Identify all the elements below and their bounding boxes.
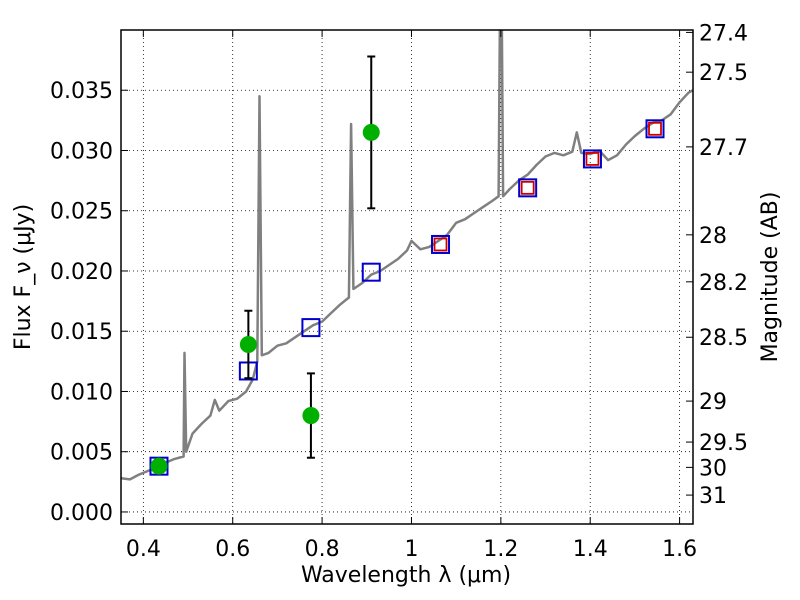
x-tick-label: 1.6 — [662, 537, 697, 562]
green-data-point — [150, 457, 168, 475]
blue-square-marker — [431, 234, 451, 254]
right-tick-label: 29 — [699, 390, 727, 415]
spectrum-line — [121, 30, 693, 481]
green-data-point — [239, 335, 257, 353]
y-tick-label: 0.020 — [50, 260, 113, 285]
red-square-marker — [520, 180, 535, 195]
y-tick-label: 0.005 — [50, 441, 113, 466]
x-tick-label: 0.8 — [305, 537, 340, 562]
x-axis-label: Wavelength λ (μm) — [301, 563, 511, 588]
plot-frame — [120, 29, 694, 525]
right-tick-label: 28.5 — [699, 326, 748, 351]
blue-square-marker — [301, 318, 321, 338]
y-tick-label: 0.025 — [50, 200, 113, 225]
right-tick-label: 28.2 — [699, 271, 748, 296]
red-square-marker — [433, 237, 448, 252]
blue-square-marker — [645, 119, 665, 139]
y-tick-label: 0.015 — [50, 320, 113, 345]
y-tick-label: 0.000 — [50, 501, 113, 526]
y-tick-label: 0.035 — [50, 79, 113, 104]
red-square-marker — [585, 152, 600, 166]
green-data-point — [302, 407, 320, 425]
y-axis-label: Flux F_ν (μJy) — [11, 204, 36, 350]
green-data-point — [362, 123, 380, 141]
x-tick-label: 0.4 — [126, 537, 161, 562]
y-tick-label: 0.010 — [50, 380, 113, 405]
spectrum-series — [121, 30, 693, 481]
blue-square-marker — [518, 178, 538, 198]
right-tick-label: 27.4 — [699, 21, 748, 46]
right-tick-label: 29.5 — [699, 431, 748, 456]
right-tick-label: 30 — [699, 456, 727, 481]
red-square-marker — [648, 121, 662, 136]
x-tick-label: 1.4 — [573, 537, 608, 562]
axis-ticks: 0.4 0.6 0.8 1 1.2 1.4 1.6 0.000 0.005 0.010 0.015 0… — [50, 21, 748, 562]
right-tick-label: 27.7 — [699, 136, 748, 161]
blue-square-marker — [582, 149, 602, 169]
grid-lines — [121, 30, 693, 524]
right-axis-label: Magnitude (AB) — [758, 192, 783, 363]
x-tick-label: 1.2 — [483, 537, 518, 562]
right-tick-label: 28 — [699, 224, 727, 249]
x-tick-label: 0.6 — [215, 537, 250, 562]
right-tick-label: 31 — [699, 484, 727, 509]
right-tick-label: 27.5 — [699, 61, 748, 86]
photometry-markers — [149, 55, 665, 476]
x-tick-label: 1 — [404, 537, 418, 562]
y-tick-label: 0.030 — [50, 139, 113, 164]
blue-square-marker — [361, 262, 381, 282]
